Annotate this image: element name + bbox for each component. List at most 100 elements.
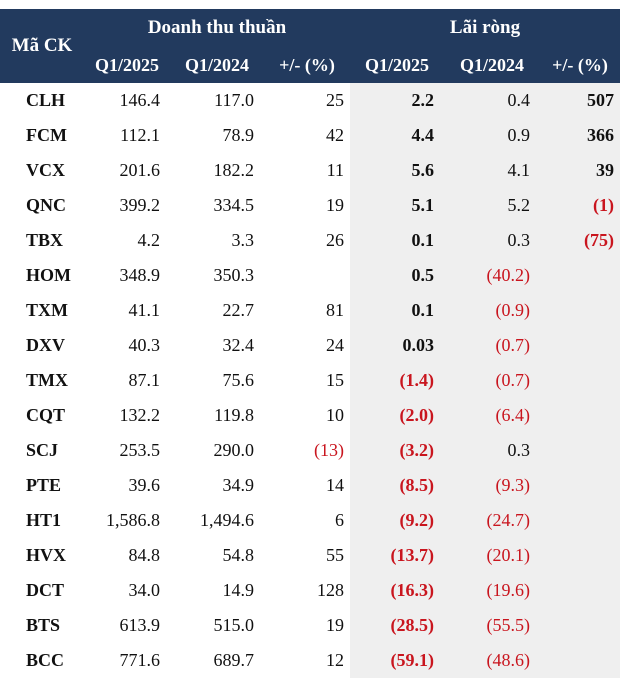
profit-q1-2024: (48.6) — [444, 643, 541, 678]
profit-change-pct — [540, 503, 620, 538]
profit-q1-2025: (13.7) — [350, 538, 445, 573]
revenue-group-header: Doanh thu thuần — [84, 9, 351, 47]
revenue-change-pct: 42 — [326, 125, 345, 145]
profit-change-header: +/- (%) — [540, 47, 620, 83]
revenue-q1-2025: 613.9 — [119, 615, 161, 635]
revenue-q1-2024: 78.9 — [222, 125, 255, 145]
profit-q1-2024: (24.7) — [444, 503, 541, 538]
table-row: BTS 613.9 515.0 19 (28.5) (55.5) — [0, 608, 620, 643]
stock-code: TBX — [26, 230, 64, 250]
revenue-q1-2025: 84.8 — [128, 545, 161, 565]
revenue-q1-2024: 3.3 — [231, 230, 255, 250]
revenue-q1-2025: 112.1 — [120, 125, 160, 145]
revenue-q1-2024: 290.0 — [213, 440, 255, 460]
profit-q1-2025: 5.1 — [350, 188, 445, 223]
revenue-q1-2025-header: Q1/2025 — [84, 47, 170, 83]
revenue-q1-2024: 689.7 — [213, 650, 255, 670]
revenue-change-pct: 55 — [326, 545, 345, 565]
revenue-change-pct: 10 — [326, 405, 345, 425]
revenue-q1-2024: 22.7 — [222, 300, 255, 320]
profit-change-pct — [540, 398, 620, 433]
stock-code: PTE — [26, 475, 62, 495]
table-row: CLH 146.4 117.0 25 2.2 0.4 507 — [0, 83, 620, 118]
profit-change-pct: 366 — [540, 118, 620, 153]
revenue-q1-2025: 348.9 — [119, 265, 161, 285]
profit-q1-2025: 0.5 — [350, 258, 445, 293]
revenue-q1-2024: 54.8 — [222, 545, 255, 565]
profit-change-pct — [540, 433, 620, 468]
profit-change-pct — [540, 608, 620, 643]
revenue-q1-2025: 39.6 — [128, 475, 161, 495]
profit-q1-2024: (20.1) — [444, 538, 541, 573]
revenue-change-pct: 19 — [326, 195, 345, 215]
table-row: DCT 34.0 14.9 128 (16.3) (19.6) — [0, 573, 620, 608]
profit-change-pct — [540, 328, 620, 363]
profit-q1-2024: (6.4) — [444, 398, 541, 433]
profit-change-pct: 507 — [540, 83, 620, 118]
revenue-q1-2024: 350.3 — [213, 265, 255, 285]
stock-code: CQT — [26, 405, 66, 425]
stock-code: HVX — [26, 545, 66, 565]
stock-code: BCC — [26, 650, 65, 670]
revenue-q1-2025: 132.2 — [119, 405, 161, 425]
profit-q1-2024: (0.9) — [444, 293, 541, 328]
profit-q1-2024: 0.3 — [444, 223, 541, 258]
profit-q1-2025: (8.5) — [350, 468, 445, 503]
profit-q1-2024: (55.5) — [444, 608, 541, 643]
revenue-q1-2025: 40.3 — [128, 335, 161, 355]
revenue-change-header: +/- (%) — [264, 47, 351, 83]
table-body: CLH 146.4 117.0 25 2.2 0.4 507 FCM 112.1 78.9 42 4.… — [0, 83, 620, 678]
stock-code: HOM — [26, 265, 71, 285]
table-row: TBX 4.2 3.3 26 0.1 0.3 (75) — [0, 223, 620, 258]
profit-change-pct — [540, 573, 620, 608]
revenue-q1-2024: 119.8 — [214, 405, 254, 425]
stock-code: DCT — [26, 580, 65, 600]
profit-q1-2024: (40.2) — [444, 258, 541, 293]
profit-change-pct — [540, 468, 620, 503]
profit-q1-2024: (19.6) — [444, 573, 541, 608]
profit-q1-2025: 4.4 — [350, 118, 445, 153]
profit-q1-2025: (3.2) — [350, 433, 445, 468]
stock-code-header: Mã CK — [0, 9, 84, 83]
profit-q1-2025: 0.1 — [350, 293, 445, 328]
profit-q1-2024: 5.2 — [444, 188, 541, 223]
profit-change-pct: 39 — [540, 153, 620, 188]
table-row: FCM 112.1 78.9 42 4.4 0.9 366 — [0, 118, 620, 153]
revenue-q1-2024-header: Q1/2024 — [170, 47, 264, 83]
profit-q1-2024: 0.3 — [444, 433, 541, 468]
profit-q1-2024-header: Q1/2024 — [444, 47, 541, 83]
profit-q1-2024: 0.9 — [444, 118, 541, 153]
profit-q1-2024: (0.7) — [444, 328, 541, 363]
stock-code: HT1 — [26, 510, 62, 530]
revenue-change-pct: 26 — [326, 230, 345, 250]
profit-change-pct: (1) — [540, 188, 620, 223]
revenue-change-pct — [264, 258, 350, 293]
table-row: PTE 39.6 34.9 14 (8.5) (9.3) — [0, 468, 620, 503]
profit-group-header: Lãi ròng — [350, 9, 620, 47]
revenue-change-pct: 15 — [326, 370, 345, 390]
revenue-q1-2025: 399.2 — [119, 195, 161, 215]
revenue-q1-2025: 771.6 — [119, 650, 161, 670]
profit-q1-2025: 2.2 — [350, 83, 445, 118]
profit-change-pct — [540, 363, 620, 398]
table-row: TMX 87.1 75.6 15 (1.4) (0.7) — [0, 363, 620, 398]
revenue-q1-2025: 34.0 — [128, 580, 161, 600]
revenue-change-pct: 25 — [326, 90, 345, 110]
profit-change-pct — [540, 293, 620, 328]
revenue-change-pct: 6 — [335, 510, 345, 530]
profit-q1-2025: (9.2) — [350, 503, 445, 538]
stock-code: TMX — [26, 370, 68, 390]
profit-q1-2025-header: Q1/2025 — [350, 47, 445, 83]
profit-q1-2025: 5.6 — [350, 153, 445, 188]
table-row: CQT 132.2 119.8 10 (2.0) (6.4) — [0, 398, 620, 433]
revenue-q1-2024: 334.5 — [213, 195, 255, 215]
stock-code: QNC — [26, 195, 66, 215]
table-header: Mã CK Doanh thu thuần Lãi ròng Q1/2025 Q… — [0, 9, 620, 83]
revenue-q1-2024: 515.0 — [213, 615, 255, 635]
stock-code: CLH — [26, 90, 66, 110]
revenue-change-pct: (13) — [314, 440, 345, 460]
profit-q1-2025: (2.0) — [350, 398, 445, 433]
table-row: VCX 201.6 182.2 11 5.6 4.1 39 — [0, 153, 620, 188]
stock-code: TXM — [26, 300, 68, 320]
revenue-change-pct: 14 — [326, 475, 345, 495]
